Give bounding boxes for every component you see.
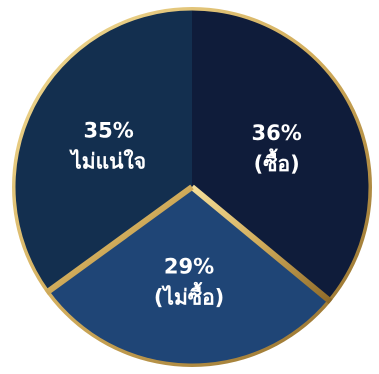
slice-divider-3 <box>44 184 194 296</box>
pie-slice-1 <box>192 10 369 300</box>
pie-slice-3 <box>15 10 192 291</box>
slice-category-label-2: (ไม่ซื้อ) <box>154 282 224 310</box>
pie-labels: 36% (ซื้อ) 29% (ไม่ซื้อ) 35% ไม่แน่ใจ <box>69 119 302 310</box>
slice-percent-label-3: 35% <box>83 119 133 143</box>
slice-category-label-1: (ซื้อ) <box>254 148 300 176</box>
slice-category-label-3: ไม่แน่ใจ <box>69 149 146 174</box>
pie-dividers <box>44 7 333 305</box>
pie-slice-2 <box>49 187 328 364</box>
slice-divider-2 <box>190 184 333 305</box>
slice-percent-label-2: 29% <box>164 255 214 279</box>
slice-percent-label-1: 36% <box>252 121 302 145</box>
pie-slices <box>15 10 369 364</box>
